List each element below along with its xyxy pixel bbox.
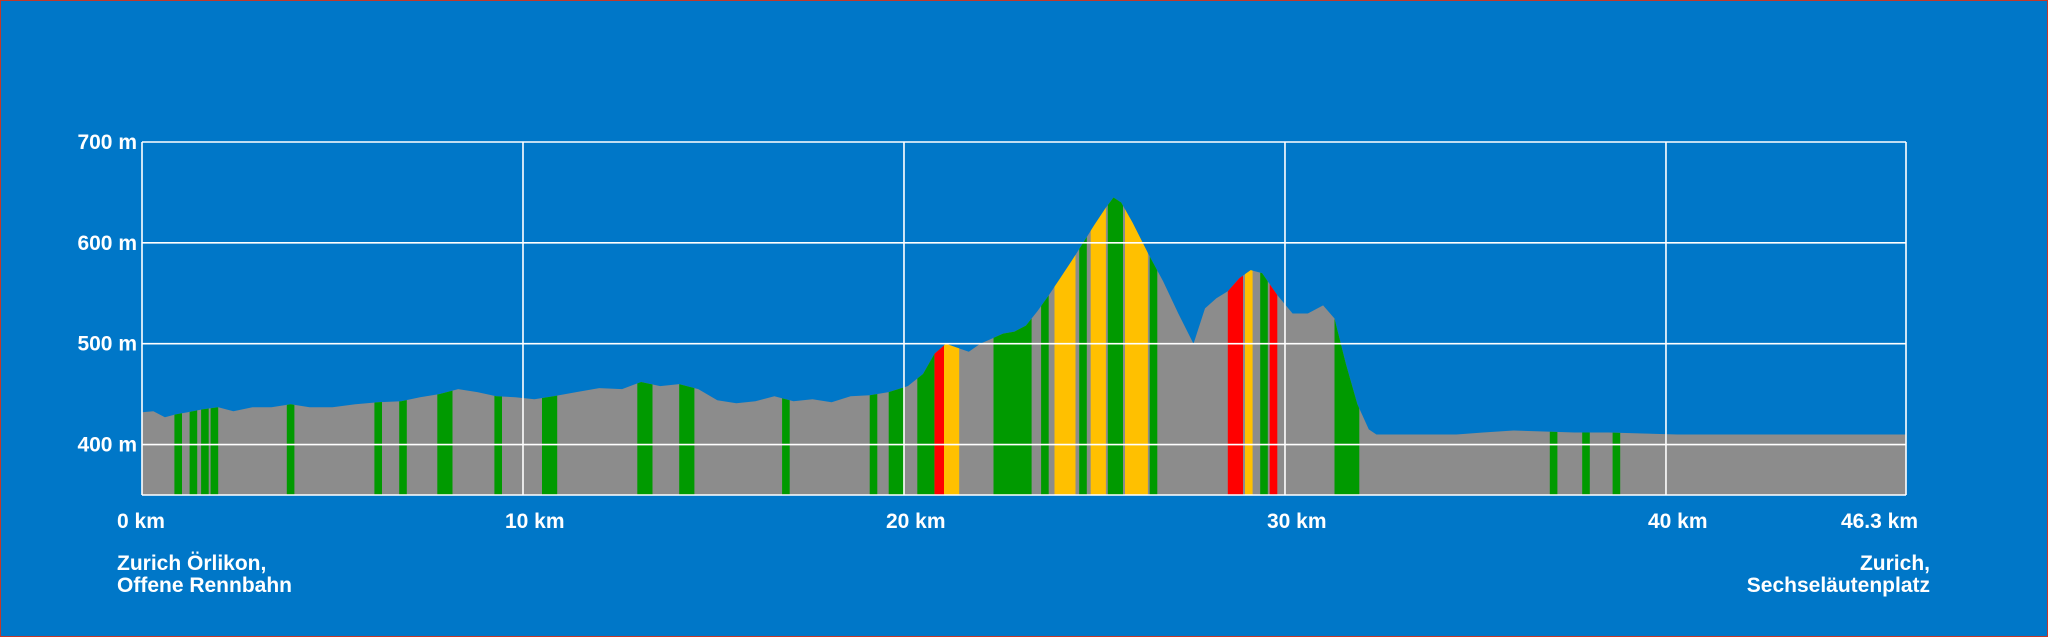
gradient-segment-green xyxy=(1079,197,1087,495)
gradient-segment-green xyxy=(917,197,935,495)
gradient-segment-green xyxy=(869,197,878,495)
gradient-segment-green xyxy=(399,197,407,495)
y-axis-tick-labels: 400 m 500 m 600 m 700 m xyxy=(77,131,137,457)
gradient-segment-green xyxy=(201,197,209,495)
gradient-segment-yellow xyxy=(1125,197,1148,495)
gradient-segment-red xyxy=(934,197,944,495)
gradient-segment-green xyxy=(1041,197,1049,495)
x-tick-label: 20 km xyxy=(886,510,946,533)
gradient-segment-green xyxy=(189,197,198,495)
gradient-segment-green xyxy=(542,197,558,495)
gradient-segment-green xyxy=(1549,197,1558,495)
y-tick-label: 700 m xyxy=(77,131,137,154)
x-tick-label: 0 km xyxy=(117,510,165,533)
gradient-segment-yellow xyxy=(944,197,960,495)
start-location-line-2: Offene Rennbahn xyxy=(117,574,293,597)
start-location-label: Zurich Örlikon, Offene Rennbahn xyxy=(117,553,292,597)
gradient-segment-yellow xyxy=(1245,197,1253,495)
gradient-segment-green xyxy=(1107,197,1123,495)
finish-location-label: Zurich, Sechseläutenplatz xyxy=(1747,553,1930,597)
y-tick-label: 400 m xyxy=(77,434,137,457)
x-tick-label: 30 km xyxy=(1267,510,1327,533)
gradient-segment-green xyxy=(174,197,182,495)
start-location-line-1: Zurich Örlikon, xyxy=(117,552,267,575)
grid-lines xyxy=(141,141,1907,496)
gradient-segment-green xyxy=(1334,197,1360,495)
x-tick-label: 40 km xyxy=(1648,510,1708,533)
gradient-segment-green xyxy=(1149,197,1158,495)
gradient-segment-red xyxy=(1269,197,1278,495)
y-tick-label: 600 m xyxy=(77,232,137,255)
finish-location-line-2: Sechseläutenplatz xyxy=(1746,574,1930,597)
gradient-segment-green xyxy=(679,197,695,495)
x-tick-label: 46.3 km xyxy=(1841,510,1918,533)
gradient-segment-green xyxy=(494,197,502,495)
gradient-segment-green xyxy=(637,197,653,495)
gradient-segment-green xyxy=(1582,197,1590,495)
gradient-segment-red xyxy=(1227,197,1243,495)
gradient-segment-green xyxy=(1612,197,1621,495)
gradient-segment-green xyxy=(374,197,382,495)
gradient-segment-green xyxy=(437,197,453,495)
gradient-segment-green xyxy=(286,197,295,495)
x-tick-label: 10 km xyxy=(505,510,565,533)
y-tick-label: 500 m xyxy=(77,333,137,356)
finish-location-line-1: Zurich, xyxy=(1859,552,1930,575)
gradient-segment-yellow xyxy=(1090,197,1106,495)
gradient-segment-green xyxy=(993,197,1032,495)
gradient-segment-green xyxy=(782,197,790,495)
gradient-segment-green xyxy=(888,197,904,495)
gradient-segment-yellow xyxy=(1054,197,1076,495)
gradient-segment-green xyxy=(210,197,219,495)
x-axis-tick-labels: 0 km 10 km 20 km 30 km 40 km 46.3 km xyxy=(117,510,1918,533)
gradient-segment-green xyxy=(1260,197,1268,495)
